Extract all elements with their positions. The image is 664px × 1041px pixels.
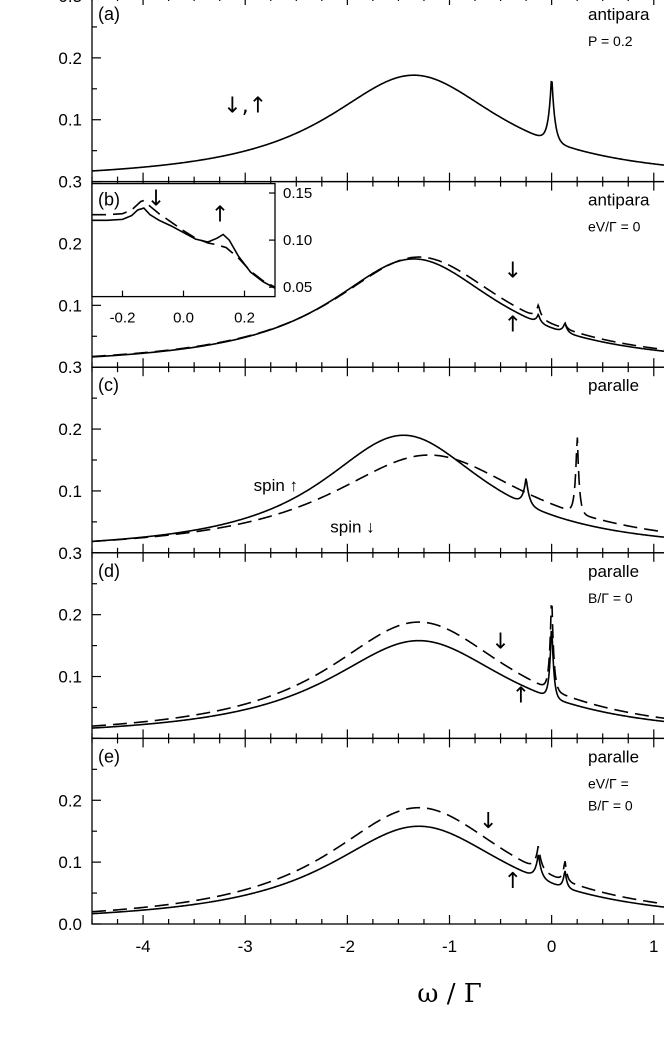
panel-param-label: P = 0.2 [588,33,633,49]
inset-x-tick-label: -0.2 [110,310,136,327]
y-tick-label: 0.3 [58,173,82,192]
panel-letter: (e) [98,746,120,766]
inset-arrow-label: ↓ [147,186,165,211]
y-tick-label: 0.1 [58,668,82,687]
y-tick-label: 0.0 [58,915,82,934]
y-tick-label: 0.2 [58,49,82,68]
arrow-label: ↓ [491,630,509,655]
panel-param-label: eV/Γ = 0 [588,219,641,235]
x-tick-label: -1 [442,937,457,956]
series-line-spin ↑ [91,434,664,543]
y-tick-label: 0.2 [58,606,82,625]
inset-arrow-label: ↑ [211,202,229,227]
panel-config-label: paralle [588,562,639,581]
panel-letter: (c) [98,375,119,395]
x-axis-label: ω / Γ [417,979,482,1009]
y-tick-label: 0.1 [58,482,82,501]
y-tick-label: 0.3 [58,544,82,563]
arrow-label: ↑ [512,684,530,709]
arrow-label: spin ↓ [330,517,374,536]
arrow-label: ↓ [479,809,497,834]
panel-frame-4 [91,737,664,925]
panel-config-label: paralle [588,747,639,766]
inset-y-tick-label: 0.15 [283,185,312,202]
y-tick-label: 0.1 [58,853,82,872]
x-tick-label: -3 [238,937,253,956]
panel-param-label: eV/Γ = [588,775,629,791]
y-tick-label: 0.1 [58,296,82,315]
y-tick-label: 0.3 [58,358,82,377]
arrow-label: ↓,↑ [223,93,267,118]
y-tick-label: 0.1 [58,111,82,130]
panel-letter: (d) [98,561,120,581]
y-tick-label: 0.2 [58,791,82,810]
panel-letter: (a) [98,4,120,24]
arrow-label: ↓ [504,258,522,283]
arrow-label: ↑ [504,869,522,894]
x-tick-label: -4 [136,937,151,956]
panel-param-label-2: B/Γ = 0 [588,797,633,813]
arrow-label: ↑ [504,312,522,337]
panel-letter-over-inset: (b) [98,190,120,210]
inset-x-tick-label: 0.2 [234,310,255,327]
x-tick-label: 0 [547,937,556,956]
series-line-spin ↓ [91,437,664,543]
panel-param-label: B/Γ = 0 [588,590,633,606]
inset-series-line-↑ [92,207,276,289]
x-tick-label: -2 [340,937,355,956]
series-line-↑ [91,258,664,358]
series-line-↓ [91,806,664,913]
series-line-↓,↑ [91,74,664,172]
inset-y-tick-label: 0.10 [283,232,312,249]
panel-frame-3 [91,552,664,740]
inset-series-line-↓ [92,199,276,288]
panel-config-label: paralle [588,376,639,395]
inset-y-tick-label: 0.05 [283,279,312,296]
series-line-↓ [91,604,664,727]
y-tick-label: 0.2 [58,234,82,253]
arrow-label: spin ↑ [254,476,298,495]
inset-x-tick-label: 0.0 [173,310,194,327]
y-tick-label: 0.2 [58,420,82,439]
series-line-↑ [91,825,664,915]
panel-config-label: antipara [588,5,650,24]
panel-config-label: antipara [588,191,650,210]
inset-background [92,183,275,297]
panel-frame-0 [91,0,664,183]
y-tick-label: 0.3 [58,0,82,6]
series-line-↑ [91,630,664,729]
x-tick-label: 1 [649,937,658,956]
